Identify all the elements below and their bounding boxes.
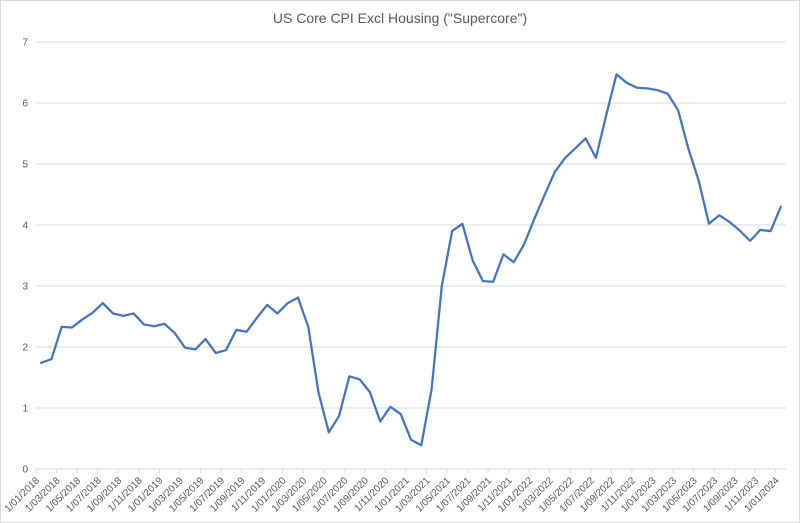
y-tick-label: 1 [22, 404, 28, 415]
y-tick-label: 3 [22, 282, 28, 293]
y-tick-label: 7 [22, 38, 28, 49]
chart-title: US Core CPI Excl Housing ("Supercore") [272, 10, 528, 26]
y-tick-label: 0 [22, 465, 28, 476]
y-tick-label: 4 [22, 221, 28, 232]
y-tick-label: 2 [22, 343, 28, 354]
supercore-series-line [40, 73, 782, 447]
y-tick-label: 5 [22, 160, 28, 171]
y-tick-label: 6 [22, 99, 28, 110]
